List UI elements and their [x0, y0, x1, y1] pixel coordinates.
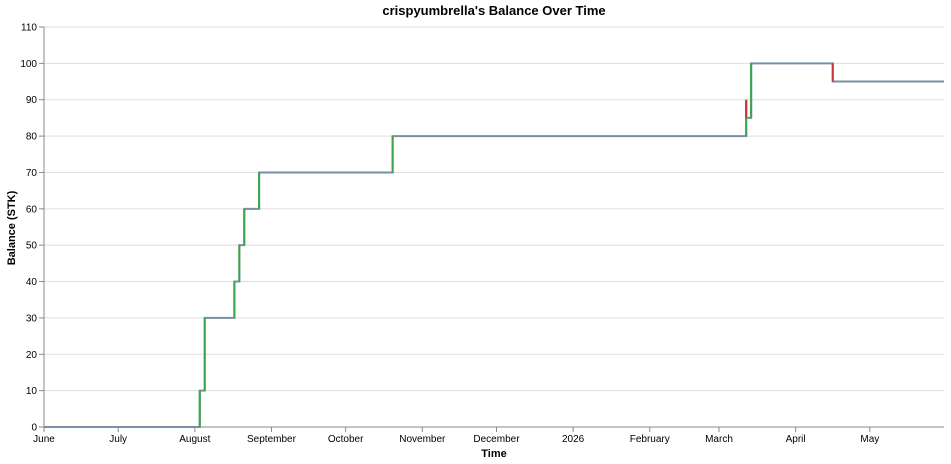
x-axis: June July August September October November De… — [33, 426, 944, 445]
y-tick-label: 30 — [26, 313, 38, 324]
y-tick-label: 20 — [26, 350, 38, 361]
x-tick-label: August — [179, 434, 210, 445]
x-tick-label: March — [705, 434, 733, 445]
x-tick-label: February — [630, 434, 670, 445]
y-tick-label: 100 — [20, 59, 37, 70]
x-tick-label: July — [109, 434, 127, 445]
x-tick-label: April — [786, 434, 806, 445]
x-tick-label: 2026 — [562, 434, 585, 445]
x-tick-label: June — [33, 434, 55, 445]
y-tick-label: 40 — [26, 277, 38, 288]
y-axis: 0 10 20 30 40 50 60 70 80 90 100 110 — [20, 23, 45, 434]
series-balance — [44, 62, 944, 428]
x-tick-label: September — [247, 434, 297, 445]
x-tick-label: December — [473, 434, 520, 445]
y-tick-label: 110 — [21, 23, 37, 34]
y-tick-label: 10 — [26, 386, 38, 397]
x-tick-label: May — [860, 434, 879, 445]
y-tick-label: 50 — [26, 241, 38, 252]
y-tick-label: 0 — [31, 423, 37, 434]
y-tick-label: 80 — [26, 132, 38, 143]
y-tick-label: 90 — [26, 95, 38, 106]
y-tick-label: 70 — [26, 168, 38, 179]
x-tick-label: October — [328, 434, 364, 445]
y-tick-label: 60 — [26, 204, 38, 215]
chart-title: crispyumbrella's Balance Over Time — [382, 3, 605, 18]
gridlines — [44, 26, 944, 428]
x-tick-label: November — [399, 434, 446, 445]
y-axis-title: Balance (STK) — [6, 190, 18, 265]
x-axis-title: Time — [481, 448, 506, 460]
